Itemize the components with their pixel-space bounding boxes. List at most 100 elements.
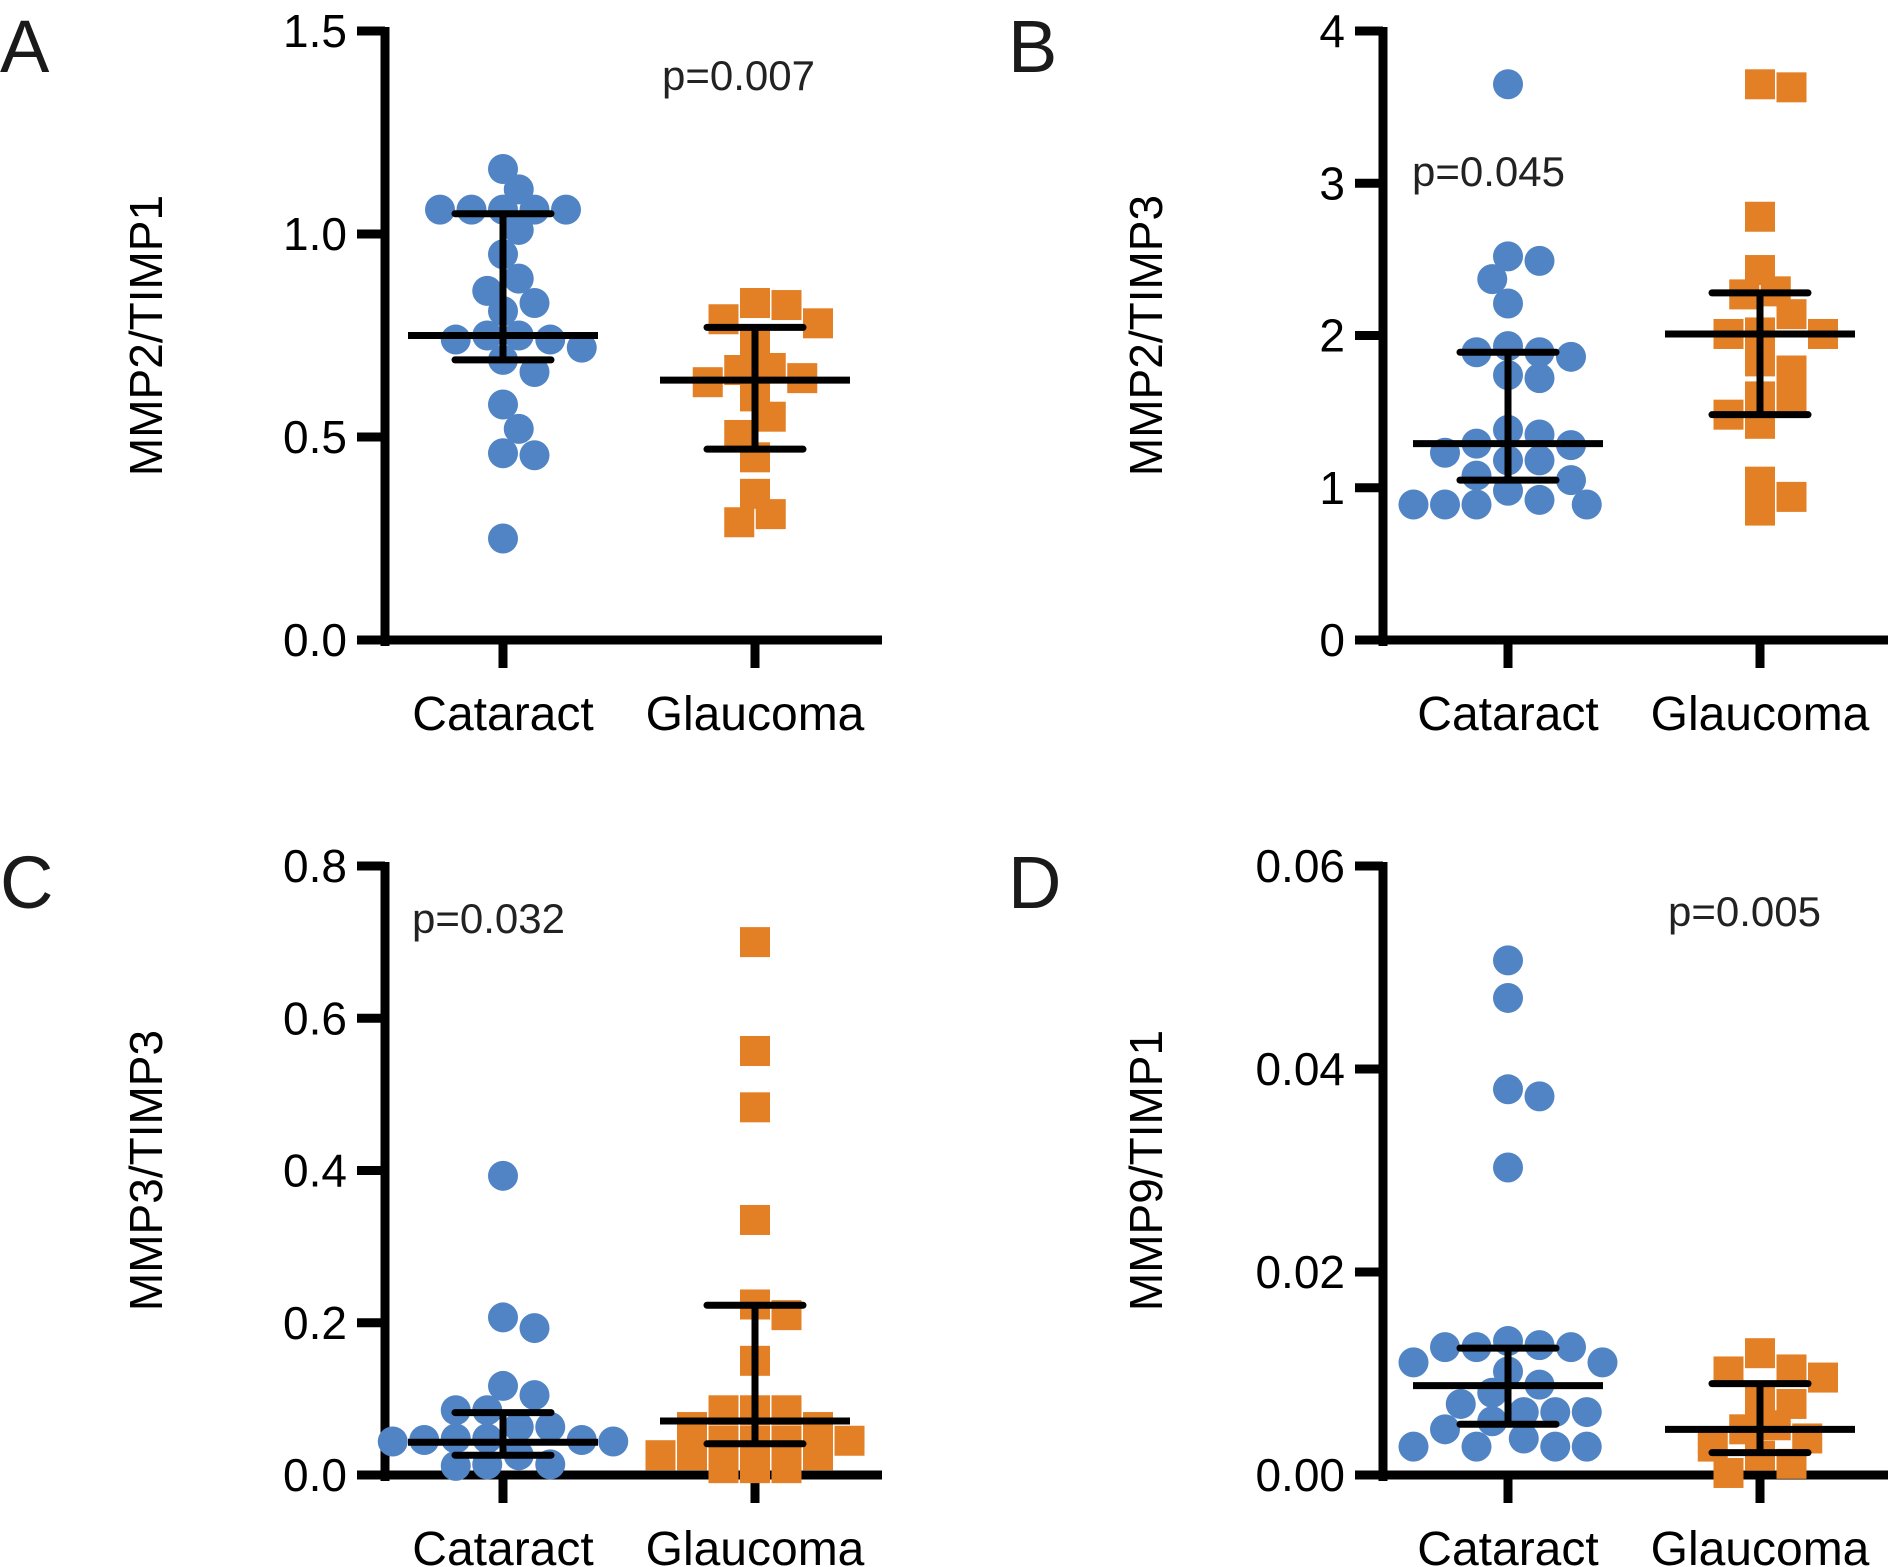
data-point-cataract — [1493, 982, 1523, 1013]
data-point-cataract — [377, 1426, 408, 1457]
data-point-cataract — [1398, 489, 1429, 520]
panel-letter: A — [0, 5, 50, 88]
x-tick-label: Glaucoma — [646, 688, 865, 741]
data-point-cataract — [1477, 264, 1508, 295]
data-point-cataract — [535, 1412, 566, 1443]
data-point-cataract — [472, 1423, 503, 1454]
y-tick-label: 0.2 — [283, 1297, 347, 1349]
data-point-cataract — [1571, 489, 1602, 520]
data-point-cataract — [1540, 1397, 1571, 1428]
x-tick-label: Cataract — [412, 1523, 593, 1567]
x-tick-label: Cataract — [1417, 1523, 1598, 1567]
data-point-cataract — [1556, 341, 1586, 372]
y-tick-label: 0.6 — [283, 992, 347, 1044]
p-value-annotation: p=0.007 — [662, 52, 815, 99]
data-point-glaucoma — [1776, 1354, 1807, 1385]
data-point-glaucoma — [645, 1440, 676, 1471]
y-tick-label: 3 — [1319, 157, 1345, 209]
data-point-glaucoma — [1745, 495, 1775, 526]
data-point-cataract — [503, 263, 534, 294]
panel-c: C MMP3/TIMP3 0.0 0.2 0.4 0.6 0.8 Cataract Glauco… — [0, 840, 882, 1567]
data-point-glaucoma — [771, 1453, 802, 1484]
data-point-cataract — [503, 413, 534, 444]
data-point-cataract — [503, 174, 534, 205]
data-point-cataract — [488, 523, 518, 554]
data-point-cataract — [472, 275, 503, 306]
y-axis-label: MMP2/TIMP1 — [120, 195, 172, 476]
x-tick-label: Glaucoma — [1651, 1523, 1870, 1567]
data-point-cataract — [566, 332, 597, 363]
data-point-cataract — [1524, 1081, 1555, 1112]
data-point-glaucoma — [803, 308, 833, 339]
data-point-glaucoma — [1697, 1431, 1728, 1462]
y-tick-label: 4 — [1319, 5, 1345, 57]
data-point-cataract — [598, 1426, 629, 1457]
data-point-glaucoma — [1776, 355, 1807, 386]
data-point-glaucoma — [740, 1453, 770, 1484]
data-point-cataract — [488, 438, 518, 469]
data-point-cataract — [1398, 1347, 1429, 1378]
x-tick-label: Glaucoma — [646, 1523, 865, 1567]
data-point-glaucoma — [740, 927, 770, 958]
data-point-glaucoma — [677, 1412, 707, 1443]
y-tick-label: 1.5 — [283, 5, 347, 57]
y-tick-label: 0.06 — [1255, 840, 1345, 892]
panel-a: A MMP2/TIMP1 0.0 0.5 1.0 1.5 Cataract Glaucoma p… — [0, 5, 882, 741]
data-point-glaucoma — [755, 499, 786, 530]
data-point-cataract — [1540, 1431, 1571, 1462]
panel-d: D MMP9/TIMP1 0.00 0.02 0.04 0.06 Cataract Glauc… — [1008, 840, 1888, 1567]
data-point-cataract — [1556, 465, 1586, 496]
data-point-cataract — [1430, 489, 1460, 520]
data-point-glaucoma — [724, 507, 755, 538]
data-point-glaucoma — [1776, 299, 1807, 330]
data-point-cataract — [1493, 241, 1523, 272]
data-point-cataract — [1461, 460, 1492, 491]
y-tick-label: 0.8 — [283, 840, 347, 892]
data-point-cataract — [488, 389, 518, 420]
data-point-cataract — [1493, 288, 1523, 319]
y-tick-label: 0 — [1319, 614, 1345, 666]
data-point-cataract — [488, 1370, 518, 1401]
x-tick-label: Cataract — [1417, 688, 1598, 741]
data-point-cataract — [1524, 245, 1555, 276]
data-point-cataract — [1571, 1397, 1602, 1428]
y-tick-label: 0.0 — [283, 614, 347, 666]
data-point-glaucoma — [1760, 1410, 1791, 1441]
data-point-cataract — [1493, 945, 1523, 976]
data-point-glaucoma — [1745, 69, 1775, 100]
data-point-glaucoma — [740, 288, 770, 319]
p-value-annotation: p=0.032 — [412, 895, 565, 942]
data-point-cataract — [488, 154, 518, 185]
data-point-cataract — [488, 1160, 518, 1191]
data-point-cataract — [488, 1302, 518, 1333]
y-axis-label: MMP9/TIMP1 — [1120, 1030, 1172, 1311]
data-point-glaucoma — [1776, 72, 1807, 103]
data-point-cataract — [503, 1412, 534, 1443]
data-point-cataract — [440, 324, 471, 355]
data-point-cataract — [519, 440, 550, 471]
data-point-cataract — [1398, 1431, 1429, 1462]
panel-letter: D — [1008, 841, 1061, 924]
data-point-cataract — [551, 194, 581, 225]
data-point-glaucoma — [708, 1453, 739, 1484]
data-point-glaucoma — [1776, 481, 1807, 512]
data-point-cataract — [519, 1313, 550, 1344]
data-point-cataract — [1493, 69, 1523, 100]
data-point-cataract — [1430, 1414, 1460, 1445]
data-point-glaucoma — [1745, 1338, 1775, 1369]
data-point-cataract — [519, 1380, 550, 1411]
data-point-cataract — [1571, 1431, 1602, 1462]
data-point-cataract — [1524, 363, 1555, 394]
data-point-cataract — [1508, 1397, 1539, 1428]
y-tick-label: 0.5 — [283, 411, 347, 463]
data-point-glaucoma — [1745, 201, 1775, 232]
y-tick-label: 1 — [1319, 462, 1345, 514]
data-point-cataract — [519, 288, 550, 319]
data-point-cataract — [535, 324, 566, 355]
y-tick-label: 0.02 — [1255, 1246, 1345, 1298]
x-tick-label: Cataract — [412, 688, 593, 741]
data-point-cataract — [1445, 1388, 1476, 1419]
data-point-glaucoma — [834, 1425, 865, 1456]
data-point-cataract — [1493, 1152, 1523, 1183]
